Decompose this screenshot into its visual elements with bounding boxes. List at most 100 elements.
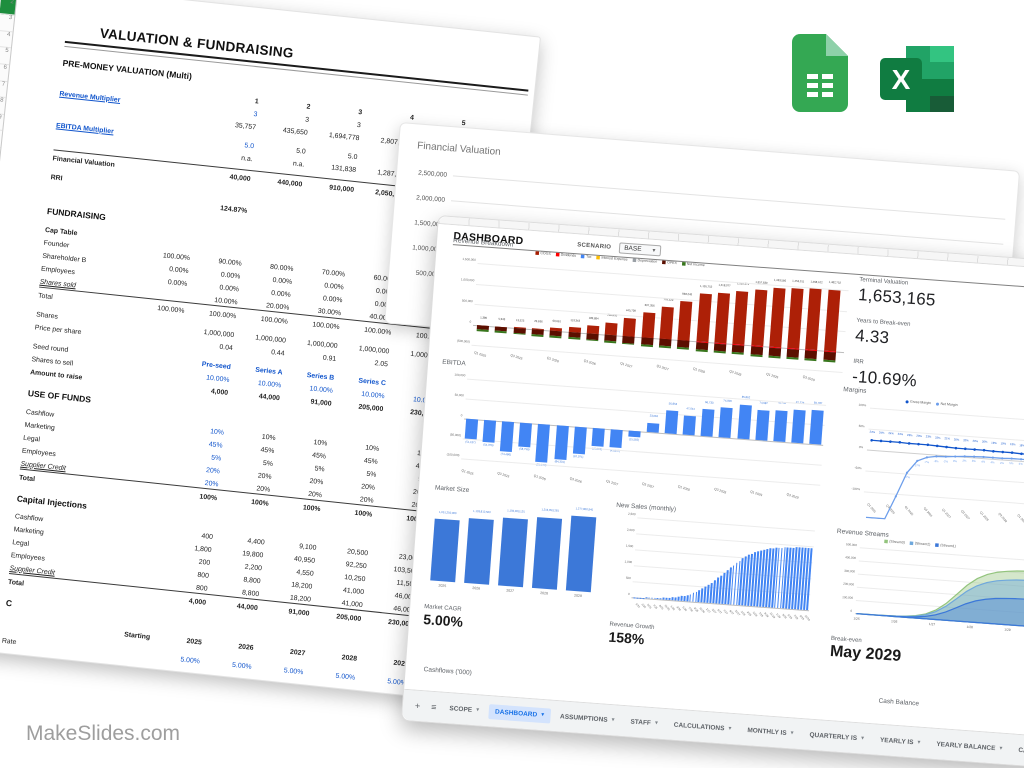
bar [662,597,665,600]
chart-label: 0 [627,592,630,597]
bar [535,423,551,463]
bar [500,421,515,452]
chart-label: 0 [469,320,472,324]
sheet-cell: 2029 [393,659,410,668]
stacked-bar [604,322,618,336]
stacked-bar [805,288,822,351]
bar [633,597,636,598]
sheet-cell: 44,000 [258,392,281,402]
sheet-cell: 91,000 [288,607,310,618]
legend-swatch [596,255,601,260]
stat-break-even: Break-even May 2029 [829,635,902,666]
sheet-cell: 2.05 [374,359,389,368]
chart-label: 9/27 [728,609,735,616]
chart-label: (100,000) [446,453,460,458]
legend-label: OPEX [667,260,678,266]
tab-cashflow[interactable]: CASHFLOW▼ [1012,742,1024,761]
chart-label: 13,525 [515,318,525,323]
stacked-bar-segment [476,329,489,332]
sheet-cell: 0.04 [219,343,234,352]
row-number: 4 [0,30,13,49]
chart-label: 2026 [472,586,481,591]
legend-swatch [662,260,666,265]
tab-calculations[interactable]: CALCULATIONS ▼ [667,717,739,737]
chart-label: 1,159,003,125 [507,509,525,514]
chart-label: 1,389 [480,316,488,320]
stacked-bar-segment [622,342,635,346]
chart-label: 7/25 [652,603,658,610]
sheet-cell [247,215,299,220]
chart-label: Q1 2025 [460,468,474,477]
tab-quarterly-is[interactable]: QUARTERLY IS ▼ [803,727,872,747]
chart-label: 5,949 [498,317,506,322]
row-number: 2 [0,0,17,16]
stacked-bar-segment [677,347,690,351]
bar [700,409,715,437]
tab-label: SCOPE [449,704,473,714]
tab-yearly-is[interactable]: YEARLY IS ▼ [873,732,928,751]
stacked-bar-segment [786,356,799,360]
gridline [461,458,821,486]
bar [572,426,587,455]
tab-yearly-balance[interactable]: YEARLY BALANCE ▼ [930,736,1010,757]
stat-market-cagr: Market CAGR 5.00% [422,604,464,630]
legend-item: Dividends [555,252,576,258]
bar [656,597,659,600]
stacked-bar-segment [494,330,507,334]
tab-monthly-is[interactable]: MONTHLY IS ▼ [741,722,801,741]
sheet-cell: 35,757 [234,121,257,131]
chart-label: 1,218,077 [718,283,731,288]
sheet-cell: 435,650 [282,126,309,137]
chart-title: Financial Valuation [416,140,502,158]
revenue-streams-chart: Revenue Streams (Stream3) (Stream2) (Strea… [826,528,1024,668]
sheet-cell: 100% [354,509,373,519]
chart-label: 1,453,011 [792,279,805,284]
bar [464,518,494,585]
chart-label: 60,661 [552,319,562,324]
tab-label: MONTHLY IS [747,726,787,737]
stacked-bar-segment [804,358,817,362]
chart-label: 1,277,800,945 [575,507,594,512]
stacked-bar [823,289,841,352]
svg-text:X: X [892,64,911,95]
legend-item: Tax [580,254,592,259]
tab-dashboard[interactable]: DASHBOARD ▼ [488,703,552,724]
sheet-cell: 100.00% [363,326,392,337]
bar [773,409,788,443]
chart-label: 29,636 [534,319,543,324]
watermark: MakeSlides.com [26,722,181,745]
chart-label: 1,155,752 [699,285,713,289]
all-sheets-menu-icon[interactable]: ≡ [430,701,437,713]
legend-swatch [555,252,560,257]
stacked-bar [714,292,730,344]
legend-label: COGS [540,251,551,256]
chart-label: 5/26 [681,606,688,613]
bar [736,404,752,440]
chart-label: 9/29 [798,614,805,621]
chart-label: 11/26 [698,606,706,614]
bar [639,597,642,598]
tab-scope[interactable]: SCOPE ▼ [443,700,487,718]
chart-label: 1/28 [740,610,746,617]
sheet-cell: 0.44 [270,348,285,358]
chart-label: Q1 2026 [533,474,547,482]
add-sheet-icon[interactable]: + [414,700,421,712]
sheet-cell: 131,838 [330,164,357,174]
bar [591,427,605,447]
bar [646,422,660,433]
chart-label: Q1 2028 [677,484,691,492]
chart-label: 50,000 [454,393,464,398]
sheet-cell: 100% [250,498,270,508]
chart-label: 66,733 [704,400,714,405]
chart-label: 0 [460,414,463,418]
tab-assumptions[interactable]: ASSUMPTIONS ▼ [554,708,623,728]
tab-staff[interactable]: STAFF ▼ [624,714,665,732]
stacked-bar [769,287,786,348]
chart-label: Q3 2025 [497,471,510,479]
bar [665,597,668,600]
sheet-cell [298,221,350,226]
chart-label: 11/29 [803,614,811,622]
bar [686,594,689,602]
chart-label: 9/28 [763,612,770,619]
